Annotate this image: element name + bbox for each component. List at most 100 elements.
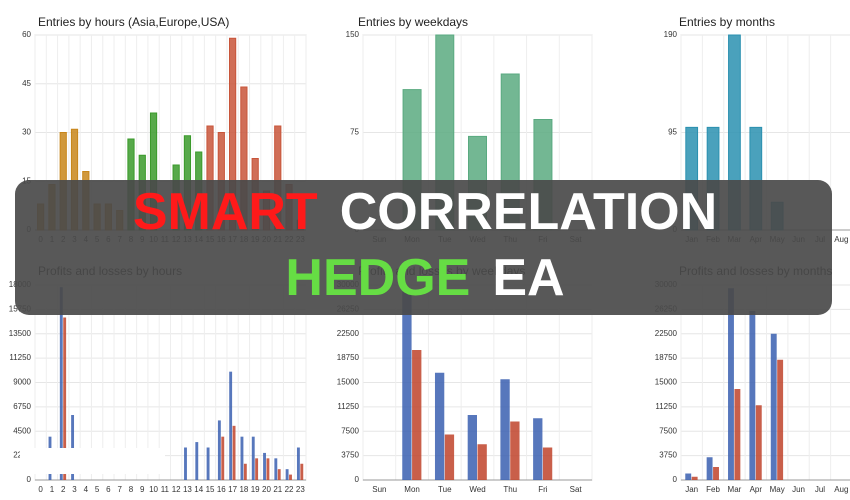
bar xyxy=(63,317,67,480)
banner-line: HEDGE EA xyxy=(285,249,564,307)
x-tick-label: Apr xyxy=(750,485,763,494)
bar xyxy=(434,372,445,480)
banner: SMART CORRELATION HEDGE EA xyxy=(133,183,717,307)
x-tick-label: Tue xyxy=(438,485,452,494)
bar xyxy=(277,469,281,480)
bar xyxy=(755,405,762,480)
x-tick-label: Fri xyxy=(538,485,548,494)
x-tick-label: 9 xyxy=(140,485,145,494)
x-tick-label: Mon xyxy=(404,485,420,494)
bar xyxy=(274,458,278,480)
bar xyxy=(255,458,259,480)
x-tick-label: Jun xyxy=(792,485,805,494)
x-tick-label: 10 xyxy=(149,485,158,494)
y-tick-label: 60 xyxy=(22,30,31,39)
bar xyxy=(206,447,210,480)
x-tick-label: Jan xyxy=(685,485,698,494)
banner-word: SMART xyxy=(133,183,318,241)
y-tick-label: 15000 xyxy=(655,378,678,387)
y-tick-label: 30 xyxy=(22,128,31,137)
bar xyxy=(251,436,255,480)
chart-title: Entries by weekdays xyxy=(358,15,468,29)
bar xyxy=(728,288,734,480)
x-tick-label: 5 xyxy=(95,485,100,494)
y-tick-label: 0 xyxy=(27,475,32,484)
bar xyxy=(713,467,719,480)
bar xyxy=(243,463,247,480)
x-tick-label: 17 xyxy=(228,485,237,494)
bar xyxy=(444,434,455,480)
y-tick-label: 18750 xyxy=(337,353,360,362)
y-tick-label: 3750 xyxy=(341,451,359,460)
x-tick-label: Mar xyxy=(728,485,742,494)
bar xyxy=(685,473,692,480)
y-tick-label: 18750 xyxy=(655,353,678,362)
bar xyxy=(402,291,412,480)
y-tick-label: 75 xyxy=(350,128,359,137)
x-tick-label: 4 xyxy=(84,485,89,494)
x-tick-label: Sat xyxy=(570,485,583,494)
bar xyxy=(542,447,553,480)
x-tick-label: 7 xyxy=(117,485,122,494)
bar xyxy=(749,311,756,480)
bar xyxy=(706,457,713,480)
x-tick-label: 18 xyxy=(239,485,248,494)
x-tick-label: 13 xyxy=(183,485,192,494)
bar xyxy=(184,447,187,480)
x-tick-label: Jul xyxy=(815,485,825,494)
y-tick-label: 7500 xyxy=(341,426,359,435)
bar xyxy=(770,333,777,480)
bar xyxy=(59,287,63,480)
chart: Profits and losses by hours0225045006750… xyxy=(9,264,307,494)
x-tick-label: 16 xyxy=(217,485,226,494)
x-tick-label: Thu xyxy=(503,485,517,494)
bar xyxy=(533,418,543,480)
bar xyxy=(777,359,784,480)
x-tick-label: 11 xyxy=(161,485,170,494)
x-tick-label: 14 xyxy=(194,485,203,494)
bar xyxy=(296,447,300,480)
bar xyxy=(217,420,221,480)
y-tick-label: 45 xyxy=(22,79,31,88)
bar xyxy=(229,371,233,480)
bar xyxy=(266,458,270,480)
bar xyxy=(240,436,244,480)
x-tick-label: 2 xyxy=(61,485,66,494)
banner-word: HEDGE xyxy=(285,249,470,307)
y-tick-label: 13500 xyxy=(9,329,32,338)
y-tick-label: 190 xyxy=(664,30,678,39)
x-tick-label: 21 xyxy=(273,485,282,494)
chart-title: Entries by months xyxy=(679,15,775,29)
x-tick-label: 19 xyxy=(251,485,260,494)
x-tick-label: 15 xyxy=(206,485,215,494)
x-tick-label: 0 xyxy=(38,485,43,494)
bar xyxy=(195,442,199,480)
y-tick-label: 15000 xyxy=(337,378,360,387)
y-tick-label: 150 xyxy=(346,30,360,39)
y-tick-label: 11250 xyxy=(655,402,677,411)
bar xyxy=(289,474,292,480)
x-tick-label: 6 xyxy=(106,485,111,494)
bar xyxy=(691,476,698,480)
x-tick-label: 20 xyxy=(262,485,271,494)
y-tick-label: 11250 xyxy=(9,353,31,362)
x-tick-label: 1 xyxy=(50,485,55,494)
x-tick-label: May xyxy=(770,485,785,494)
bar xyxy=(500,379,510,480)
x-tick-label: 22 xyxy=(285,485,294,494)
x-tick-label: Sun xyxy=(372,485,386,494)
x-tick-label: Aug xyxy=(834,235,848,244)
y-tick-label: 7500 xyxy=(659,426,677,435)
white-patch xyxy=(20,448,165,474)
x-tick-label: 8 xyxy=(129,485,134,494)
bar xyxy=(477,444,487,480)
y-tick-label: 22500 xyxy=(655,329,678,338)
y-tick-label: 22500 xyxy=(337,329,360,338)
bar xyxy=(263,452,266,480)
bar xyxy=(300,463,304,480)
x-tick-label: 3 xyxy=(72,485,77,494)
banner-line: SMART CORRELATION xyxy=(133,183,717,241)
banner-box xyxy=(15,180,832,315)
y-tick-label: 0 xyxy=(355,475,360,484)
